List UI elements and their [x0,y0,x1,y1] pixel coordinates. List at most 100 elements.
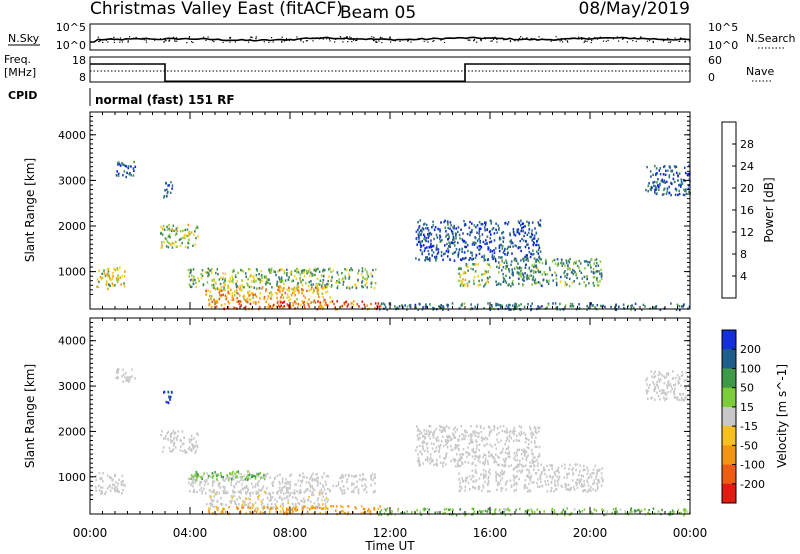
range-gate-cell [325,511,327,514]
range-gate-cell [508,439,510,443]
range-gate-cell [685,509,687,512]
range-gate-cell [539,270,542,274]
range-gate-cell [467,451,469,454]
range-gate-cell [310,288,312,291]
range-gate-cell [475,455,478,458]
noise-search-dot [427,41,429,43]
range-gate-cell [675,308,678,311]
range-gate-cell [535,231,538,234]
range-gate-cell [523,450,525,453]
range-gate-cell [184,245,187,249]
range-gate-cell [119,266,121,269]
range-gate-cell [208,273,210,276]
range-gate-cell [98,484,100,487]
range-gate-cell [579,479,581,482]
range-gate-cell [316,290,319,293]
range-gate-cell [439,455,441,458]
range-gate-cell [329,267,331,270]
range-gate-cell [561,261,563,264]
range-gate-cell [525,457,528,460]
range-gate-cell [193,275,195,279]
range-gate-cell [312,472,314,475]
range-gate-cell [533,460,535,463]
range-gate-cell [515,481,518,484]
range-gate-cell [215,300,217,303]
range-gate-cell [519,239,521,243]
range-gate-cell [212,286,215,289]
range-gate-cell [322,503,324,506]
range-gate-cell [546,279,548,282]
range-gate-cell [280,286,282,289]
range-gate-cell [531,436,533,439]
range-gate-cell [472,430,474,433]
range-gate-cell [171,187,173,190]
range-gate-cell [379,304,382,308]
range-gate-cell [100,276,103,280]
range-gate-cell [544,468,546,472]
range-gate-cell [678,381,680,384]
range-gate-cell [496,488,498,491]
range-gate-cell [486,263,489,266]
range-gate-cell [162,224,165,228]
range-gate-cell [182,229,184,233]
range-gate-cell [426,457,429,460]
range-gate-cell [372,491,375,494]
range-gate-cell [527,231,530,234]
range-gate-cell [507,507,509,510]
range-gate-cell [486,235,489,238]
range-gate-cell [487,490,489,493]
range-gate-cell [531,233,534,237]
range-gate-cell [247,278,249,281]
range-gate-cell [493,232,496,235]
noise-search-dot [557,38,559,40]
range-gate-cell [303,306,306,309]
range-gate-cell [546,475,548,478]
range-gate-cell [478,456,481,459]
noise-search-dot [285,38,287,41]
range-gate-cell [216,500,218,503]
range-gate-cell [512,468,515,471]
range-gate-cell [261,502,264,505]
range-gate-cell [668,191,670,195]
range-gate-cell [342,277,344,280]
noise-search-dot [229,37,231,39]
range-gate-cell [447,233,450,236]
range-gate-cell [533,234,536,237]
range-gate-cell [490,304,493,307]
noise-search-dot [339,36,341,38]
range-gate-cell [533,464,535,467]
range-gate-cell [428,458,431,461]
range-gate-cell [237,286,239,289]
range-gate-cell [432,220,434,223]
range-gate-cell [369,510,372,513]
range-gate-cell [267,281,270,284]
range-gate-cell [423,429,426,432]
range-gate-cell [594,489,597,492]
colorbar-tick-label: 50 [740,382,754,395]
range-gate-cell [171,229,173,233]
range-gate-cell [99,486,102,489]
range-gate-cell [114,284,116,287]
range-gate-cell [123,170,126,173]
range-gate-cell [190,231,193,234]
range-gate-cell [424,259,426,262]
range-gate-cell [475,450,477,453]
range-gate-cell [284,291,287,295]
range-gate-cell [336,286,339,290]
range-gate-cell [433,430,436,433]
range-gate-cell [509,233,511,237]
range-gate-cell [594,464,597,468]
range-gate-cell [346,478,349,481]
range-gate-cell [200,273,203,276]
noise-search-dot [322,38,324,40]
range-gate-cell [245,275,247,278]
noise-search-dot [145,39,147,41]
range-gate-cell [426,227,429,230]
range-gate-cell [125,165,128,168]
range-gate-cell [514,244,516,247]
range-gate-cell [256,473,258,476]
range-gate-cell [510,242,513,245]
range-gate-cell [340,305,343,308]
noise-tick-low-right: 10^0 [708,39,738,52]
range-gate-cell [516,483,518,486]
